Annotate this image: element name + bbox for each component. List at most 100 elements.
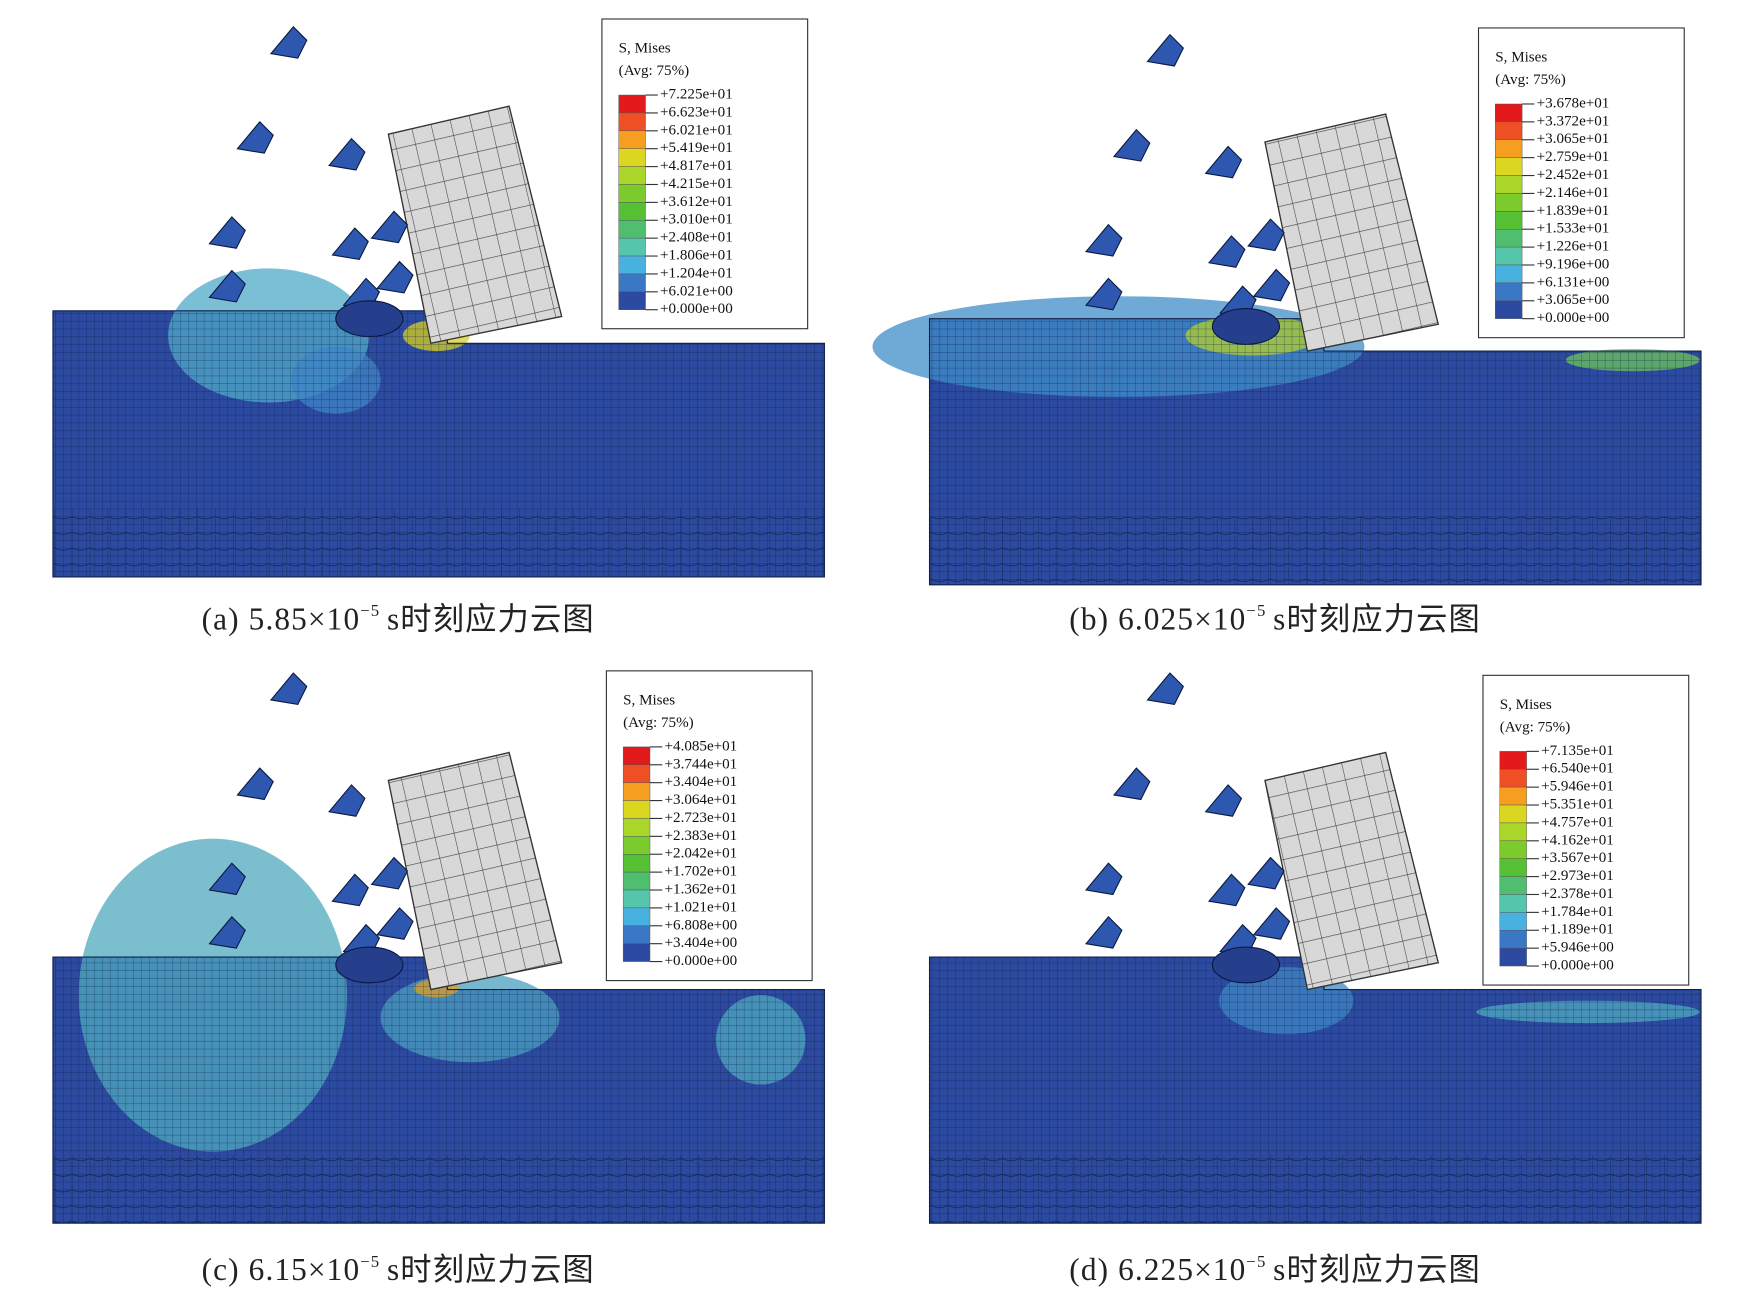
chip bbox=[1247, 218, 1285, 252]
legend-value: +1.806e+01 bbox=[660, 248, 733, 264]
legend-value: +2.973e+01 bbox=[1541, 868, 1614, 884]
legend-value: +6.021e+01 bbox=[660, 122, 733, 138]
coarse-mesh bbox=[52, 1155, 825, 1224]
chip bbox=[328, 784, 366, 817]
legend-value: +3.404e+00 bbox=[665, 935, 738, 951]
legend-swatch bbox=[618, 220, 646, 239]
legend-value: +6.131e+00 bbox=[1537, 274, 1610, 290]
legend-title: S, Mises bbox=[623, 693, 675, 709]
legend-value: +6.623e+01 bbox=[660, 104, 733, 120]
legend-value: +1.189e+01 bbox=[1541, 922, 1614, 938]
caption-value: 5.85×10 bbox=[249, 601, 361, 636]
legend-swatch bbox=[1499, 947, 1527, 967]
chip bbox=[370, 856, 409, 890]
legend-title: S, Mises bbox=[1495, 50, 1547, 66]
legend-swatch bbox=[1495, 211, 1523, 230]
legend-value: +2.378e+01 bbox=[1541, 886, 1614, 902]
legend-swatch bbox=[1499, 894, 1527, 913]
legend-value: +7.135e+01 bbox=[1541, 743, 1614, 759]
caption: (a) 5.85×10−5 s时刻应力云图 bbox=[202, 601, 595, 636]
legend-value: +6.021e+00 bbox=[660, 283, 733, 299]
legend-value: +0.000e+00 bbox=[1537, 310, 1610, 326]
legend-value: +1.533e+01 bbox=[1537, 221, 1610, 237]
legend-swatch bbox=[622, 800, 651, 819]
caption-value: 6.15×10 bbox=[249, 1252, 361, 1287]
legend-swatch bbox=[622, 818, 651, 837]
legend-title: S, Mises bbox=[619, 41, 671, 57]
chip-root bbox=[335, 300, 404, 338]
legend-swatch bbox=[1499, 876, 1527, 895]
legend-value: +9.196e+00 bbox=[1537, 256, 1610, 272]
chip bbox=[370, 210, 409, 244]
legend-swatch bbox=[1499, 769, 1527, 788]
tool-mesh bbox=[387, 105, 563, 345]
legend-swatch bbox=[618, 291, 646, 310]
legend-value: +3.567e+01 bbox=[1541, 850, 1614, 866]
legend-swatch bbox=[1499, 858, 1527, 877]
legend-value: +0.000e+00 bbox=[1541, 958, 1614, 974]
legend-value: +5.419e+01 bbox=[660, 140, 733, 156]
legend-swatch bbox=[622, 854, 651, 873]
legend-value: +1.021e+01 bbox=[665, 899, 738, 915]
legend-swatch bbox=[1495, 103, 1523, 123]
legend-value: +7.225e+01 bbox=[660, 87, 733, 103]
legend-value: +1.839e+01 bbox=[1537, 203, 1610, 219]
legend-value: +3.404e+01 bbox=[665, 774, 738, 790]
caption-suffix: s时刻应力云图 bbox=[387, 1252, 595, 1287]
legend-value: +3.010e+01 bbox=[660, 212, 733, 228]
legend-value: +3.678e+01 bbox=[1537, 95, 1610, 111]
legend-swatch bbox=[622, 764, 651, 783]
caption-value: 6.025×10 bbox=[1118, 601, 1246, 636]
legend-value: +6.540e+01 bbox=[1541, 761, 1614, 777]
legend-value: +6.808e+00 bbox=[665, 917, 738, 933]
chip bbox=[208, 916, 246, 949]
legend-value: +5.351e+01 bbox=[1541, 797, 1614, 813]
legend-value: +2.146e+01 bbox=[1537, 185, 1610, 201]
panel: S, Mises (Avg: 75%) +3.678e+01 +3.372e+01 +3… bbox=[872, 27, 1702, 636]
legend-swatch bbox=[1499, 804, 1527, 824]
caption-exponent: −5 bbox=[1246, 601, 1266, 620]
chip-root bbox=[1211, 308, 1281, 345]
chip bbox=[1146, 672, 1185, 706]
legend-value: +3.064e+01 bbox=[665, 792, 738, 808]
legend-avg: (Avg: 75%) bbox=[623, 715, 694, 731]
chip bbox=[269, 672, 308, 706]
legend-swatch bbox=[622, 907, 651, 927]
legend-swatch bbox=[1495, 139, 1523, 158]
chip bbox=[208, 269, 246, 303]
legend-swatch bbox=[618, 130, 646, 149]
chip bbox=[1252, 907, 1291, 940]
legend-swatch bbox=[1495, 228, 1523, 248]
caption-suffix: s时刻应力云图 bbox=[387, 601, 595, 636]
chip bbox=[331, 227, 369, 261]
chip bbox=[328, 137, 366, 171]
coarse-mesh bbox=[52, 508, 825, 577]
caption-label: (c) bbox=[202, 1252, 240, 1287]
chip bbox=[236, 121, 274, 154]
legend-swatch bbox=[618, 237, 646, 257]
legend-value: +3.612e+01 bbox=[660, 194, 733, 210]
legend-value: +3.744e+01 bbox=[665, 756, 738, 772]
legend-value: +1.702e+01 bbox=[665, 864, 738, 880]
legend-value: +2.452e+01 bbox=[1537, 167, 1610, 183]
legend-swatch bbox=[1499, 822, 1527, 842]
caption-exponent: −5 bbox=[360, 601, 380, 620]
chip bbox=[376, 260, 414, 294]
panel: S, Mises (Avg: 75%) +7.135e+01 +6.540e+01 +5… bbox=[928, 672, 1702, 1287]
chip bbox=[376, 907, 414, 940]
chip bbox=[1146, 33, 1185, 67]
caption: (d) 6.225×10−5 s时刻应力云图 bbox=[1069, 1252, 1481, 1287]
chip bbox=[269, 26, 308, 59]
legend-value: +3.065e+01 bbox=[1537, 131, 1610, 147]
legend-swatch bbox=[618, 273, 646, 293]
chip bbox=[1247, 856, 1285, 890]
legend-title: S, Mises bbox=[1500, 697, 1552, 713]
chip bbox=[1207, 873, 1246, 907]
panel: S, Mises (Avg: 75%) +7.225e+01+6.623e+01 +6… bbox=[52, 18, 825, 636]
caption: (b) 6.025×10−5 s时刻应力云图 bbox=[1069, 601, 1481, 636]
legend-avg: (Avg: 75%) bbox=[1495, 72, 1566, 88]
legend-swatch bbox=[622, 889, 651, 909]
legend-swatch bbox=[1499, 786, 1527, 806]
legend-avg: (Avg: 75%) bbox=[1500, 719, 1571, 735]
caption: (c) 6.15×10−5 s时刻应力云图 bbox=[202, 1252, 595, 1287]
